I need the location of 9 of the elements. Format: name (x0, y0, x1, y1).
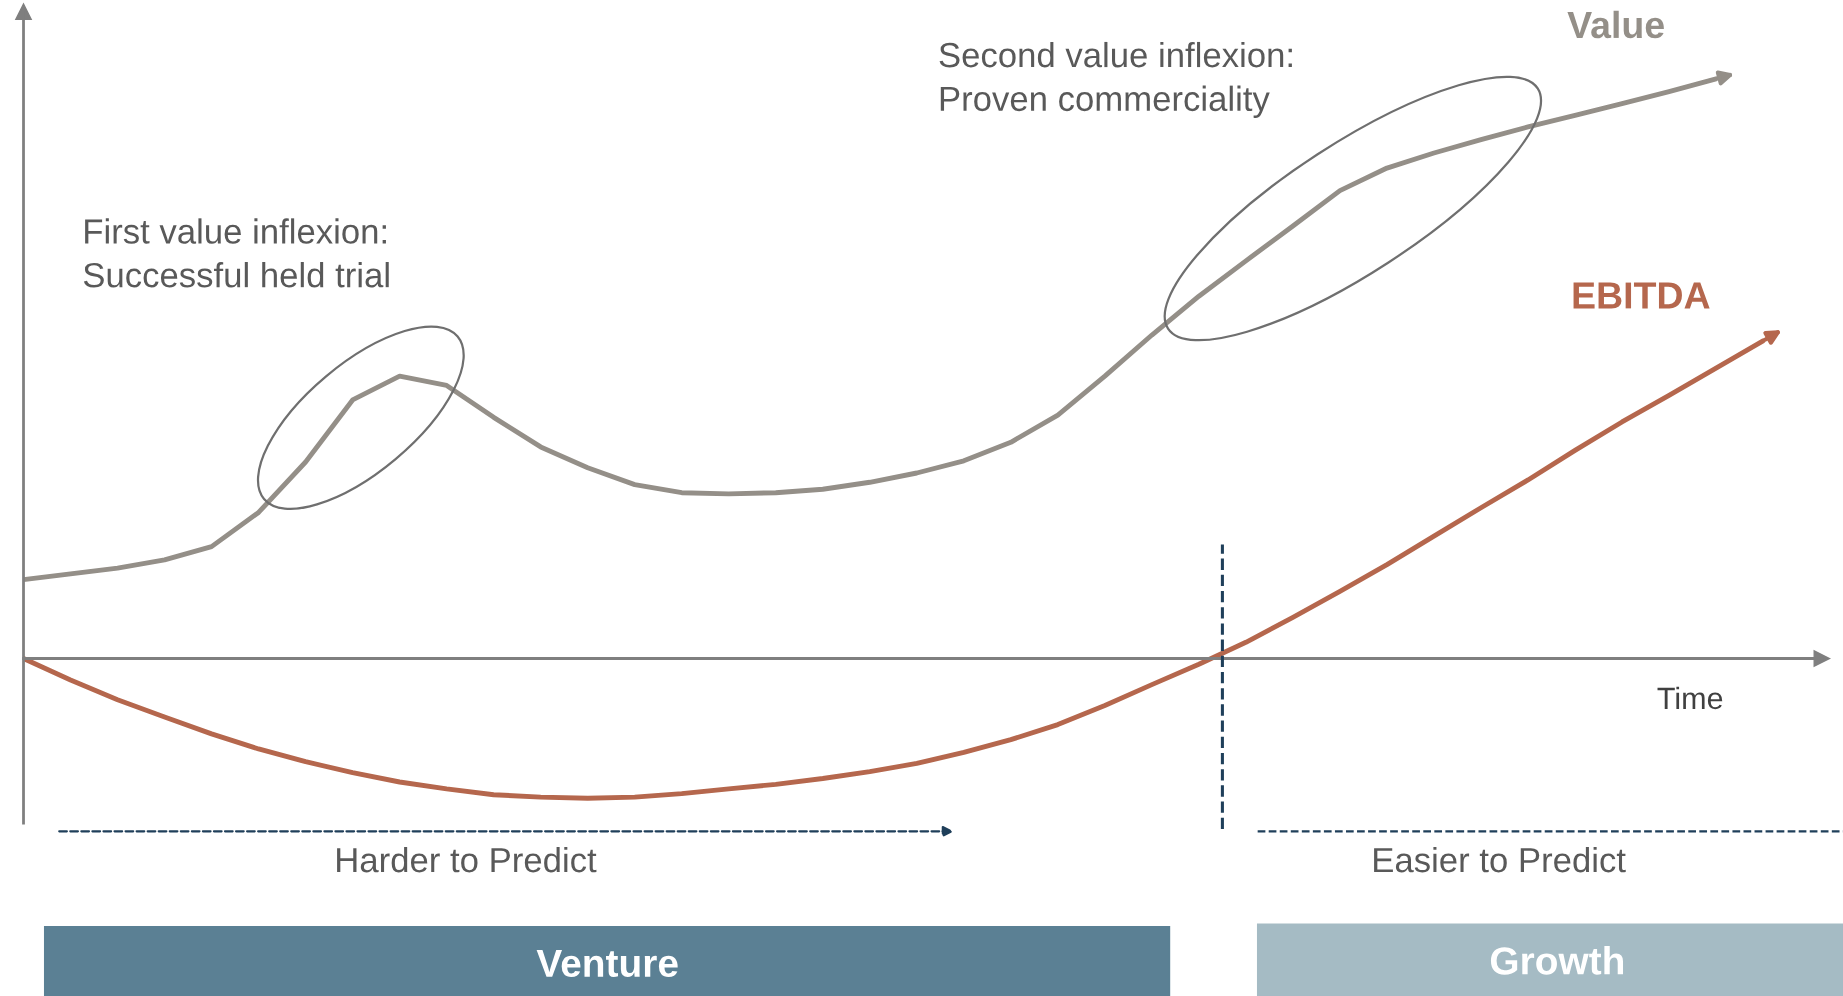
annotation: Second value inflexion: Proven commerciality (939, 41, 1292, 118)
series-label: Value (1567, 10, 1664, 39)
annotation: First value inflexion: Successful held trial (83, 218, 389, 288)
series-label: EBITDA (1573, 282, 1710, 309)
text: Easier to Predict (1374, 846, 1626, 873)
text: Venture (536, 949, 678, 978)
x-axis-title: Time (1657, 686, 1723, 710)
text: Harder to Predict (337, 846, 597, 873)
text: Growth (1490, 946, 1624, 975)
